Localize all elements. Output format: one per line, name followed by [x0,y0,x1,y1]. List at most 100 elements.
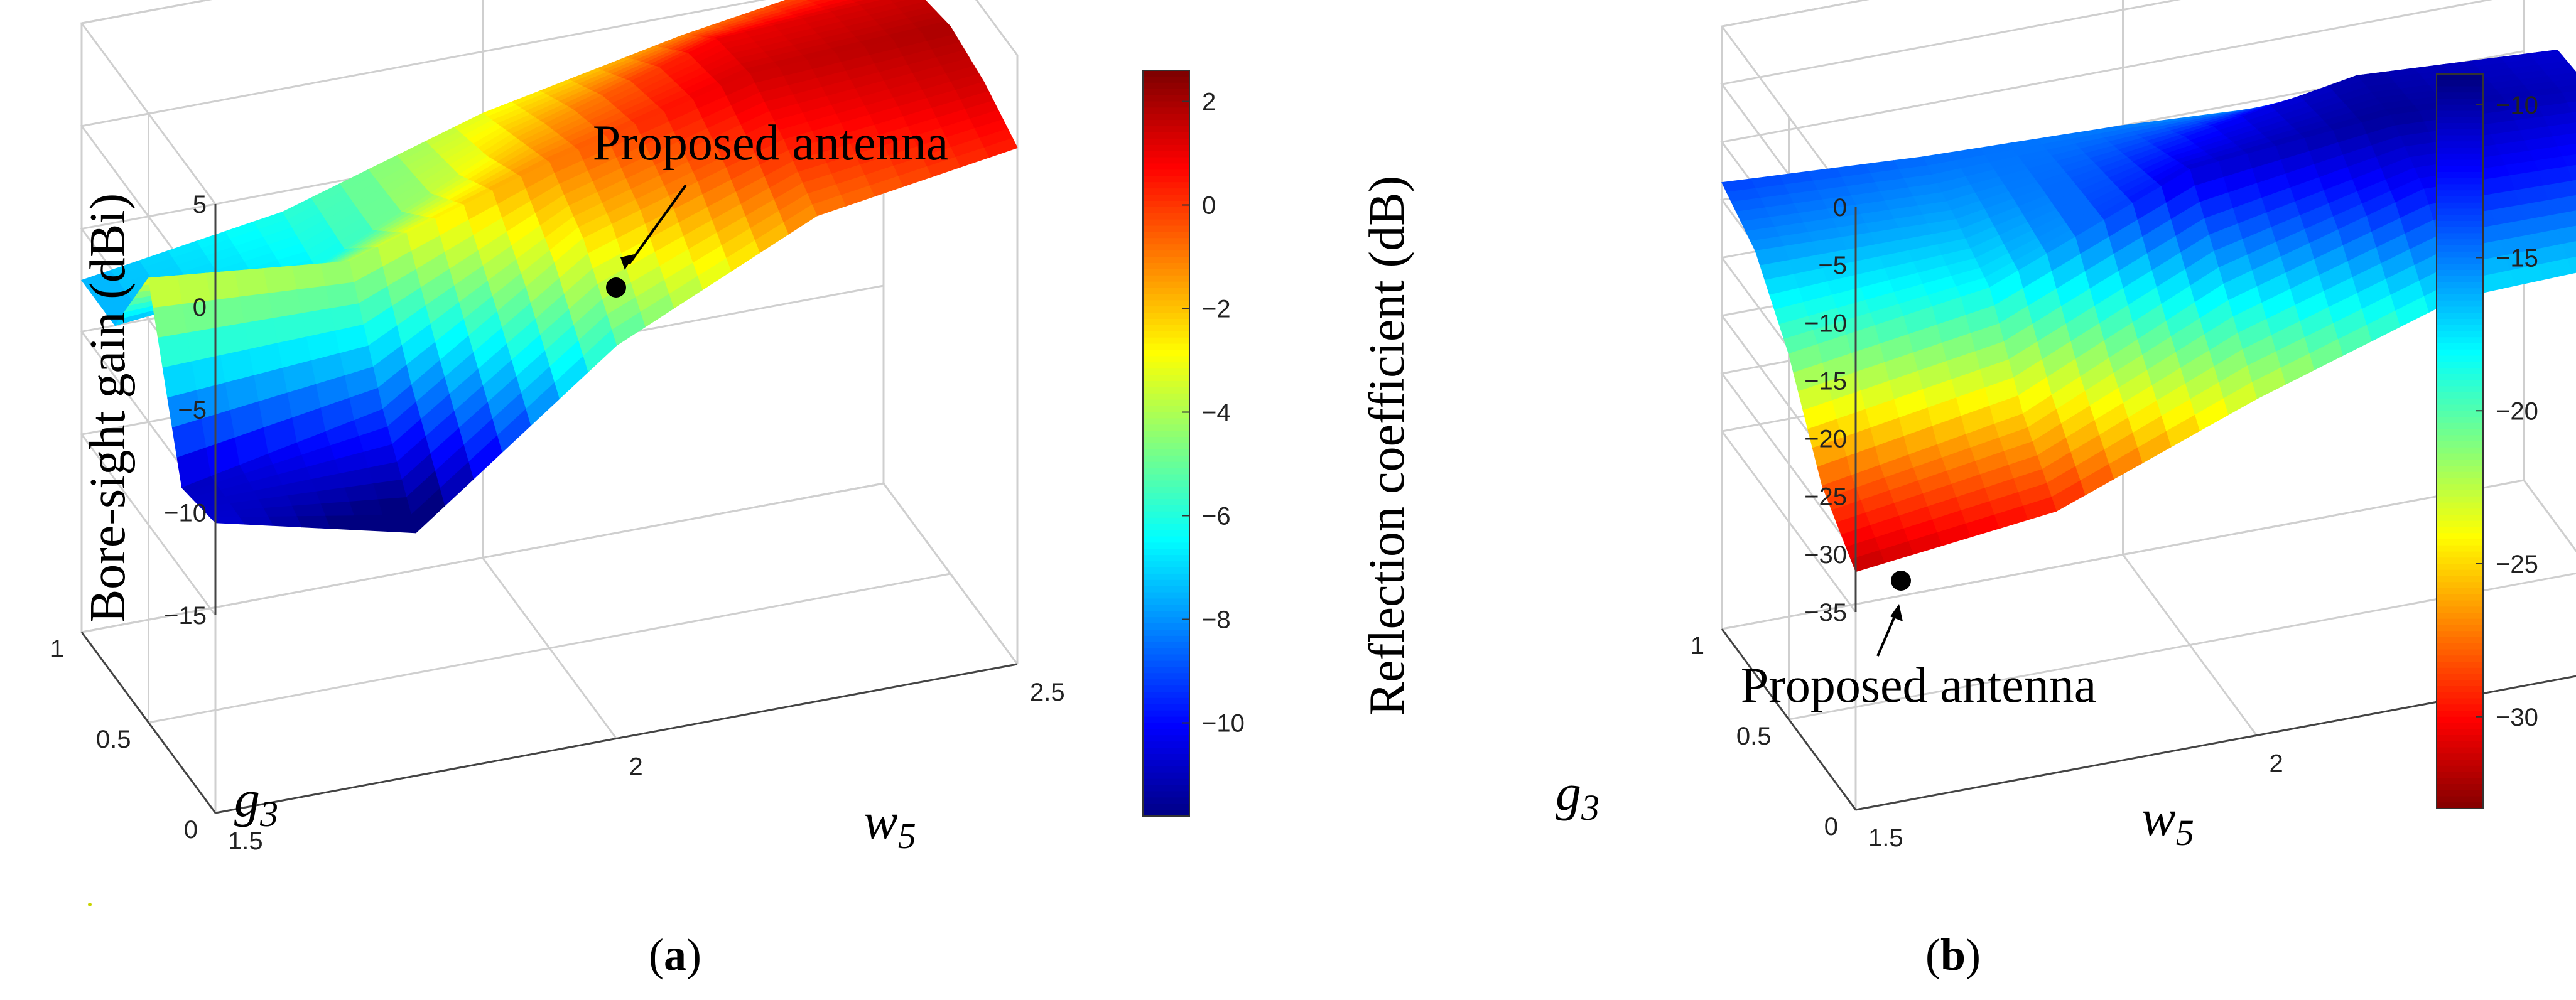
colorbar-b [2436,73,2484,809]
colorbar-segment [1143,524,1189,531]
colorbar-segment [2437,582,2483,589]
colorbar-segment [1143,350,1189,357]
y-axis-line [1721,628,1857,810]
colorbar-segment [1143,549,1189,556]
colorbar-segment [2437,435,2483,442]
colorbar-segment [1143,810,1189,817]
colorbar-segment [2437,723,2483,730]
colorbar-segment [2437,588,2483,595]
z-tick-label: 0 [1833,194,1847,222]
colorbar-segment [1143,157,1189,164]
colorbar-segment [1143,331,1189,338]
colorbar-tick-label: −20 [2496,397,2538,425]
colorbar-segment [2437,411,2483,417]
annotation-arrow-a [628,184,687,265]
colorbar-segment [2437,349,2483,357]
colorbar-segment [1143,232,1189,239]
colorbar-segment [1143,356,1189,363]
colorbar-segment [1143,107,1189,115]
colorbar-segment [1143,542,1189,550]
colorbar-segment [2437,380,2483,387]
surface-patch [262,266,297,294]
y-tick-label: 1 [1691,632,1704,660]
colorbar-segment [2437,74,2483,81]
proposed-antenna-marker-b [1891,571,1911,591]
colorbar-tick-label: −4 [1202,399,1231,427]
colorbar-segment [2437,117,2483,124]
x-tick-label: 1.5 [228,827,263,855]
colorbar-segment [1143,182,1189,190]
colorbar-segment [1143,772,1189,780]
colorbar-segment [2437,313,2483,320]
tick-labels-a: 5 0 −5 −10 −15 1.5 2 2.5 0 0.5 1 [50,191,1065,855]
colorbar-segment [2437,698,2483,706]
axis-lines-b [1721,207,2576,811]
colorbar-segment [2437,735,2483,742]
ylabel-a: g3 [234,770,278,834]
colorbar-segment [1143,635,1189,643]
colorbar-segment [2437,196,2483,203]
colorbar-segment [1143,387,1189,394]
colorbar-segment [1143,418,1189,426]
colorbar-segment [1143,760,1189,767]
surface-b [1721,50,2576,573]
colorbar-segment [2437,508,2483,515]
z-tick-label: 5 [193,191,207,218]
colorbar-segment [2437,606,2483,613]
colorbar-segment [1143,176,1189,183]
colorbar-segment [1143,138,1189,146]
colorbar-segment [2437,331,2483,338]
colorbar-segment [1143,381,1189,388]
colorbar-segment [1143,766,1189,773]
colorbar-segment [1143,144,1189,152]
colorbar-segment [2437,166,2483,173]
colorbar-segment [1143,89,1189,96]
colorbar-segment [1143,710,1189,718]
colorbar-segment [1143,716,1189,724]
surface-patch [148,275,183,309]
colorbar-segment [1143,461,1189,469]
surface-patch [372,479,407,500]
colorbar-segment [1143,729,1189,736]
colorbar-segment [2437,662,2483,669]
colorbar-segment [2437,520,2483,528]
colorbar-segment [1143,325,1189,332]
colorbar-segment [2437,245,2483,252]
colorbar-segment [1143,362,1189,370]
colorbar-frame [2436,73,2484,809]
colorbar-segment [2437,447,2483,454]
colorbar-segment [2437,772,2483,779]
colorbar-segment [2437,319,2483,326]
colorbar-segment [1143,741,1189,749]
colorbar-tick-label: 2 [1202,89,1216,116]
panel-b: 0−5−10−15−20−25−30−351.522.500.51 Reflec… [1360,0,2576,980]
colorbar-segment [2437,257,2483,265]
x-axis-line [1855,675,2576,811]
colorbar-tick-label: −6 [1202,503,1231,530]
surface-patch [291,503,326,517]
colorbar-segment [2437,233,2483,240]
colorbar-segment [2437,429,2483,436]
colorbar-segment [1143,586,1189,593]
colorbar-segment [1143,437,1189,444]
colorbar-segment [2437,796,2483,804]
colorbar-segment [1143,337,1189,345]
colorbar-segment [1143,679,1189,687]
colorbar-segment [1143,561,1189,568]
panel-a: 5 0 −5 −10 −15 1.5 2 2.5 0 0.5 1 Bore-sight gain (… [50,0,1245,980]
colorbar-segment [2437,355,2483,363]
colorbar-segment [1143,785,1189,792]
colorbar-segment [2437,270,2483,277]
x-tick-label: 1.5 [1868,824,1903,852]
colorbar-segment [2437,600,2483,608]
colorbar-segment [1143,424,1189,432]
colorbar-segment [2437,625,2483,632]
colorbar-segment [2437,135,2483,142]
z-tick-label: −15 [164,602,207,630]
surface-patch [377,497,412,516]
y-tick-label: 0.5 [96,726,131,753]
colorbar-segment [1143,505,1189,512]
colorbar-segment [2437,453,2483,461]
colorbar-segment [2437,460,2483,466]
